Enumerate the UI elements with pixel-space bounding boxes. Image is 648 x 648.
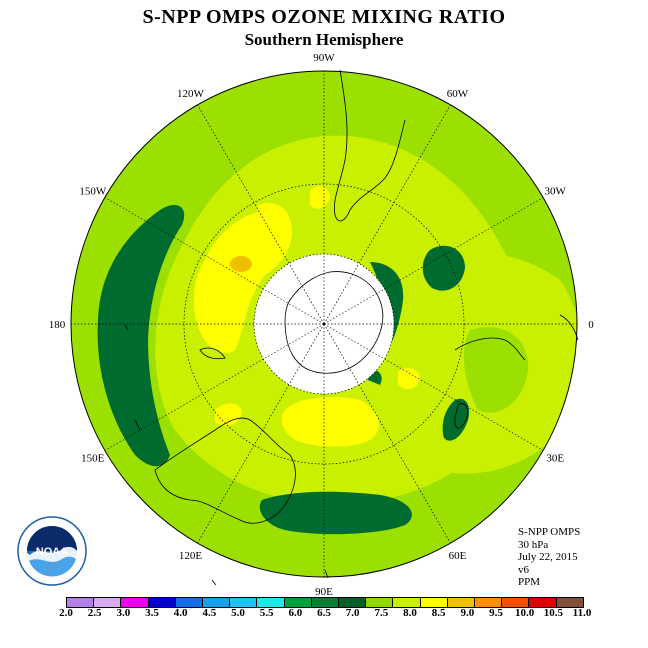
longitude-label: 60E <box>449 550 467 562</box>
field-yellow-e <box>398 367 420 390</box>
colorbar-tick-label: 7.5 <box>374 607 389 619</box>
colorbar-swatch <box>284 598 312 607</box>
longitude-label: 180 <box>49 319 66 331</box>
colorbar-swatch <box>502 598 530 607</box>
colorbar-swatch <box>203 598 231 607</box>
colorbar-swatch <box>67 598 95 607</box>
colorbar-swatch <box>556 598 583 607</box>
field-yellow-west <box>193 209 293 354</box>
colorbar-swatch <box>148 598 176 607</box>
field-mid-green-east <box>463 326 529 413</box>
colorbar-swatch <box>230 598 258 607</box>
meridian-line <box>104 323 325 451</box>
info-instrument: S-NPP OMPS <box>518 526 581 538</box>
colorbar-tick-label: 5.5 <box>259 607 274 619</box>
colorbar-tick-label: 11.0 <box>572 607 592 619</box>
colorbar-tick-label: 7.0 <box>345 607 360 619</box>
coast-islands <box>124 324 329 586</box>
colorbar-swatch <box>175 598 204 607</box>
meridian-line <box>323 104 451 325</box>
colorbar-swatch <box>121 598 149 607</box>
info-level: 30 hPa <box>518 538 549 551</box>
colorbar-tick-label: 4.5 <box>202 607 217 619</box>
longitude-label: 0 <box>588 319 594 331</box>
longitude-label: 150W <box>79 186 107 198</box>
longitude-label: 90E <box>315 586 333 598</box>
field-dark-green-west <box>97 205 185 467</box>
noaa-logo: NOAA <box>17 516 87 586</box>
longitude-label: 60W <box>447 88 469 100</box>
field-yellow-north <box>255 203 288 225</box>
longitude-labels: 90W 60W 30W 0 30E 60E 90E 120E 150E 180 150W 120W <box>49 52 595 598</box>
colorbar-swatch <box>529 598 557 607</box>
colorbar-tick-label: 6.5 <box>317 607 331 619</box>
coast-madagascar <box>454 403 468 429</box>
meridian-line <box>197 104 325 325</box>
colorbar-swatch <box>420 598 448 607</box>
meridian-line <box>323 197 544 325</box>
longitude-label: 150E <box>81 453 105 465</box>
longitude-label: 90W <box>313 52 335 64</box>
coast-south-america <box>333 69 406 222</box>
pole-dot <box>322 322 326 326</box>
longitude-label: 30W <box>545 186 567 198</box>
field-dark-green-south <box>259 491 412 535</box>
info-units: PPM <box>518 576 541 588</box>
colorbar-swatch <box>311 598 340 607</box>
map-outline <box>70 70 578 578</box>
colorbar-swatch <box>94 598 122 607</box>
field-orange-spot <box>230 256 252 272</box>
longitude-label: 120E <box>179 550 203 562</box>
longitude-label: 120W <box>177 88 205 100</box>
colorbar-tick-label: 3.5 <box>145 607 159 619</box>
field-yellow-sw <box>215 403 242 426</box>
ozone-field <box>71 71 577 577</box>
info-version: v6 <box>518 563 529 576</box>
coast-australia <box>154 417 296 524</box>
colorbar-tick-label: 8.0 <box>403 607 417 619</box>
info-date: July 22, 2015 <box>518 551 578 563</box>
meridian-line <box>323 323 544 451</box>
page-title: S-NPP OMPS OZONE MIXING RATIO <box>142 6 506 28</box>
meridian-line <box>323 323 451 544</box>
field-dark-green-ne <box>422 245 465 291</box>
colorbar-swatch <box>475 598 503 607</box>
meridians <box>71 71 577 577</box>
colorbar-swatch <box>257 598 285 607</box>
page-subtitle: Southern Hemisphere <box>244 30 404 49</box>
field-dark-green-east <box>442 398 470 441</box>
colorbar-ticks: 2.0 2.5 3.0 3.5 4.0 4.5 5.0 5.5 6.0 6.5 7.0 7.5 8.0 8… <box>59 607 591 621</box>
colorbar-tick-label: 10.0 <box>515 607 535 619</box>
field-yellow-south <box>281 397 379 447</box>
meridian-line <box>104 197 325 325</box>
field-yellow-ne <box>310 186 330 209</box>
graticule <box>71 71 577 577</box>
colorbar-tick-label: 3.0 <box>116 607 131 619</box>
colorbar-tick-label: 4.0 <box>173 607 188 619</box>
colorbar-tick-label: 2.5 <box>87 607 102 619</box>
colorbar-tick-label: 9.0 <box>460 607 475 619</box>
coast-africa <box>454 314 579 361</box>
colorbar <box>66 597 584 608</box>
colorbar-swatch <box>447 598 476 607</box>
longitude-label: 30E <box>546 453 564 465</box>
noaa-logo-text: NOAA <box>36 546 68 558</box>
colorbar-swatch <box>366 598 394 607</box>
colorbar-tick-label: 9.5 <box>489 607 503 619</box>
coast-new-zealand <box>199 347 226 360</box>
colorbar-tick-label: 2.0 <box>59 607 73 619</box>
info-block: S-NPP OMPS 30 hPa July 22, 2015 v6 PPM <box>518 526 580 589</box>
colorbar-tick-label: 5.0 <box>231 607 245 619</box>
colorbar-tick-label: 6.0 <box>288 607 303 619</box>
colorbar-swatch <box>339 598 367 607</box>
meridian-line <box>197 323 325 544</box>
colorbar-tick-label: 10.5 <box>543 607 563 619</box>
colorbar-tick-label: 8.5 <box>431 607 446 619</box>
colorbar-swatch <box>393 598 421 607</box>
